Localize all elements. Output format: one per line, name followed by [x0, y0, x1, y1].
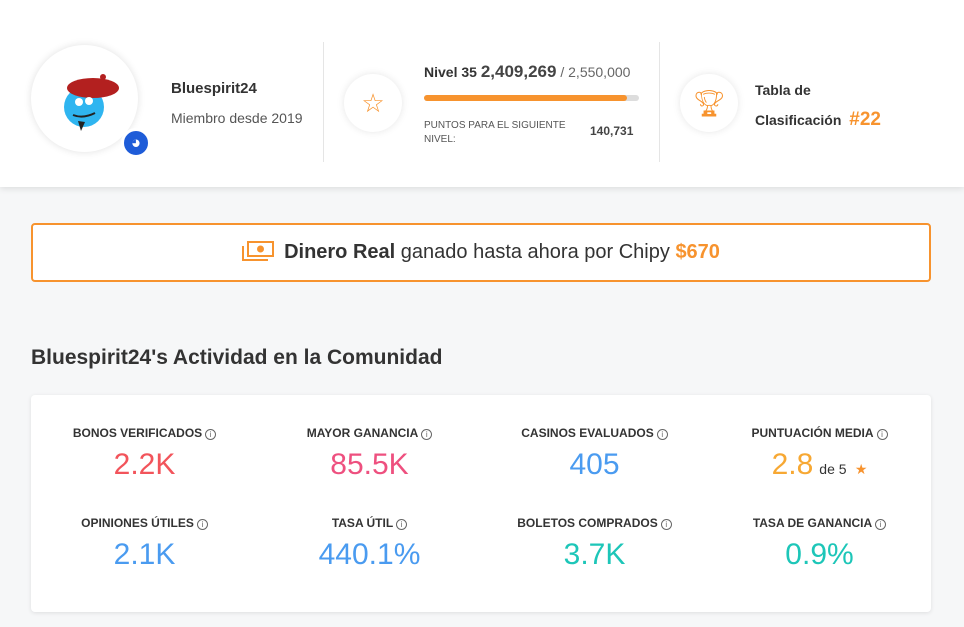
stat-item: TASA ÚTIL i 440.1%	[257, 516, 482, 572]
info-icon[interactable]: i	[196, 519, 208, 530]
stat-item: MAYOR GANANCIA i 85.5K	[257, 426, 482, 482]
divider	[659, 42, 660, 162]
stat-value-row: 85.5K	[257, 448, 482, 482]
stat-value: 3.7K	[563, 538, 626, 571]
stat-label: PUNTUACIÓN MEDIA i	[707, 426, 932, 440]
stat-value-row: 405	[482, 448, 707, 482]
info-icon[interactable]: i	[875, 519, 887, 530]
level-label: Nivel 35	[424, 64, 477, 80]
stat-label: CASINOS EVALUADOS i	[482, 426, 707, 440]
stat-label: OPINIONES ÚTILES i	[32, 516, 257, 530]
stat-value-row: 3.7K	[482, 538, 707, 572]
divider	[323, 42, 324, 162]
activity-title: Bluespirit24's Actividad en la Comunidad	[31, 346, 443, 369]
stat-label-text: BONOS VERIFICADOS	[72, 426, 203, 440]
stat-value: 0.9%	[785, 538, 854, 571]
info-icon[interactable]: i	[396, 519, 408, 530]
globe-icon: ◕	[121, 128, 151, 158]
stat-label-text: MAYOR GANANCIA	[306, 426, 419, 440]
stat-value-row: 2.2K	[32, 448, 257, 482]
stat-value: 2.2K	[113, 448, 176, 481]
stat-item: CASINOS EVALUADOS i 405	[482, 426, 707, 482]
banner-bold: Dinero Real	[284, 241, 396, 263]
stat-value-row: 0.9%	[707, 538, 932, 572]
level-separator: /	[560, 64, 565, 80]
stat-label: BONOS VERIFICADOS i	[32, 426, 257, 440]
stat-label: BOLETOS COMPRADOS i	[482, 516, 707, 530]
stat-value: 2.1K	[113, 538, 176, 571]
stat-label-text: BOLETOS COMPRADOS	[517, 516, 658, 530]
banner-amount: $670	[675, 241, 720, 263]
stat-value: 440.1%	[318, 538, 421, 571]
level-info: Nivel 35 2,409,269 / 2,550,000	[424, 62, 630, 82]
level-target: 2,550,000	[568, 64, 631, 80]
avatar[interactable]	[31, 45, 138, 152]
trophy-icon: 🏆︎	[680, 74, 738, 132]
stat-item: OPINIONES ÚTILES i 2.1K	[32, 516, 257, 572]
next-level-label: PUNTOS PARA EL SIGUIENTE NIVEL:	[424, 120, 566, 145]
stat-value-row: 2.1K	[32, 538, 257, 572]
level-progress-bar	[424, 95, 639, 101]
leaderboard-label: Tabla de Clasificación	[755, 82, 842, 128]
real-money-banner: Dinero Real ganado hasta ahora por Chipy…	[31, 223, 931, 282]
level-points: 2,409,269	[480, 62, 557, 81]
activity-stats-card: BONOS VERIFICADOS i 2.2K MAYOR GANANCIA i 85.…	[31, 395, 931, 612]
stat-label-text: PUNTUACIÓN MEDIA	[751, 426, 874, 440]
avatar-image	[64, 74, 119, 131]
money-icon	[242, 241, 275, 261]
stat-item: BOLETOS COMPRADOS i 3.7K	[482, 516, 707, 572]
leaderboard-rank[interactable]: Tabla de Clasificación #22	[755, 76, 895, 135]
banner-text: ganado hasta ahora por Chipy	[400, 241, 670, 263]
stat-label-text: CASINOS EVALUADOS	[521, 426, 654, 440]
stat-label: TASA DE GANANCIA i	[707, 516, 932, 530]
stat-value-row: 440.1%	[257, 538, 482, 572]
stat-value-row: 2.8 de 5 ★	[707, 448, 932, 482]
member-since: Miembro desde 2019	[171, 110, 303, 126]
profile-header: ◕ Bluespirit24 Miembro desde 2019 ☆ Nive…	[0, 0, 964, 187]
stat-label-text: TASA ÚTIL	[331, 516, 394, 530]
next-level-value: 140,731	[590, 124, 634, 138]
stat-value: 2.8	[771, 448, 814, 481]
star-icon: ★	[854, 461, 868, 477]
stat-item: TASA DE GANANCIA i 0.9%	[707, 516, 932, 572]
stat-value: 85.5K	[330, 448, 409, 481]
stat-label-text: TASA DE GANANCIA	[752, 516, 873, 530]
info-icon[interactable]: i	[656, 429, 668, 440]
star-icon: ☆	[344, 74, 402, 132]
username: Bluespirit24	[171, 80, 257, 97]
rank-value: #22	[849, 109, 881, 130]
stat-item: PUNTUACIÓN MEDIA i 2.8 de 5 ★	[707, 426, 932, 482]
stat-label: TASA ÚTIL i	[257, 516, 482, 530]
stat-suffix: de 5	[819, 461, 847, 477]
info-icon[interactable]: i	[205, 429, 217, 440]
stat-value: 405	[569, 448, 620, 481]
info-icon[interactable]: i	[421, 429, 433, 440]
level-progress-fill	[424, 95, 628, 101]
stat-label: MAYOR GANANCIA i	[257, 426, 482, 440]
stat-item: BONOS VERIFICADOS i 2.2K	[32, 426, 257, 482]
info-icon[interactable]: i	[660, 519, 672, 530]
stat-label-text: OPINIONES ÚTILES	[81, 516, 194, 530]
info-icon[interactable]: i	[876, 429, 888, 440]
